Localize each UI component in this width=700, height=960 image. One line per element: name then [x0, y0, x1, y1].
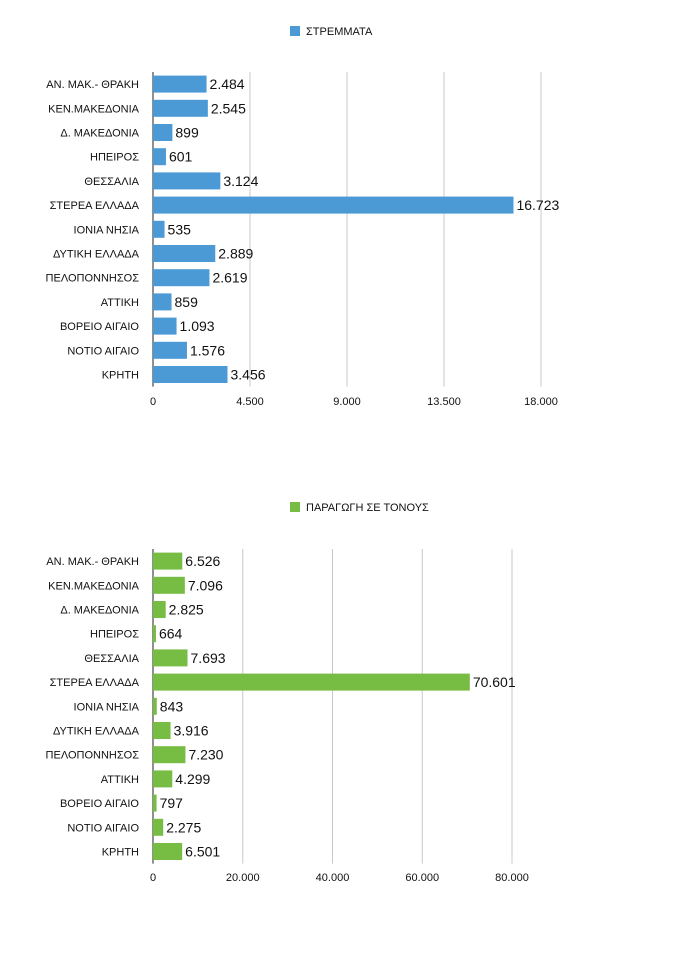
- data-label: 70.601: [473, 674, 516, 690]
- x-tick-label: 4.500: [236, 396, 264, 408]
- bar: [153, 818, 164, 836]
- data-label: 2.619: [212, 270, 247, 286]
- data-label: 859: [175, 294, 199, 310]
- data-label: 3.124: [223, 173, 258, 189]
- bar: [153, 148, 166, 166]
- bar: [153, 552, 183, 570]
- bar: [153, 172, 221, 190]
- bar: [153, 317, 177, 335]
- category-label: ΝΟΤΙΟ ΑΙΓΑΙΟ: [67, 345, 139, 357]
- legend-swatch: [290, 26, 300, 36]
- category-label: ΘΕΣΣΑΛΙΑ: [84, 653, 139, 665]
- data-label: 899: [175, 125, 199, 141]
- x-tick-label: 9.000: [333, 396, 361, 408]
- category-label: ΠΕΛΟΠΟΝΝΗΣΟΣ: [46, 273, 140, 285]
- bar: [153, 770, 173, 788]
- data-label: 4.299: [175, 771, 210, 787]
- data-label: 601: [169, 149, 193, 165]
- category-label: ΑΤΤΙΚΗ: [101, 297, 139, 309]
- legend-label: ΠΑΡΑΓΩΓΗ ΣΕ ΤΟΝΟΥΣ: [306, 502, 429, 514]
- category-label: ΣΤΕΡΕΑ ΕΛΛΑΔΑ: [50, 677, 140, 689]
- bar: [153, 649, 188, 667]
- data-label: 797: [160, 795, 184, 811]
- x-tick-label: 13.500: [427, 396, 461, 408]
- category-label: ΙΟΝΙΑ ΝΗΣΙΑ: [74, 701, 140, 713]
- data-label: 843: [160, 698, 184, 714]
- legend-swatch: [290, 502, 300, 512]
- chart-production-tonnes: ΠΑΡΑΓΩΓΗ ΣΕ ΤΟΝΟΥΣ 0 20.000 40.000 60.000 80.…: [46, 502, 529, 884]
- category-label: ΝΟΤΙΟ ΑΙΓΑΙΟ: [67, 822, 139, 834]
- bar: [153, 697, 157, 715]
- bar: [153, 99, 208, 117]
- category-label: ΑΤΤΙΚΗ: [101, 774, 139, 786]
- category-label: ΙΟΝΙΑ ΝΗΣΙΑ: [74, 224, 140, 236]
- data-label: 16.723: [516, 197, 559, 213]
- data-label: 2.889: [218, 246, 253, 262]
- data-label: 1.093: [180, 318, 215, 334]
- data-label: 3.916: [174, 723, 209, 739]
- x-tick-label: 0: [150, 872, 156, 884]
- data-label: 7.230: [188, 747, 223, 763]
- bar: [153, 601, 166, 618]
- x-tick-label: 40.000: [316, 872, 350, 884]
- category-label: ΚΕΝ.ΜΑΚΕΔΟΝΙΑ: [48, 103, 140, 115]
- category-label: ΠΕΛΟΠΟΝΝΗΣΟΣ: [46, 750, 140, 762]
- data-label: 535: [168, 221, 192, 237]
- category-label: Δ. ΜΑΚΕΔΟΝΙΑ: [60, 128, 139, 140]
- data-label: 6.501: [185, 844, 220, 860]
- data-label: 2.825: [169, 602, 204, 618]
- chart-area-hectares: ΣΤΡΕΜΜΑΤΑ 0 4.500 9.000 13.500 18.000 ΑΝ. ΜΑΚ.…: [46, 26, 560, 408]
- bar: [153, 124, 173, 141]
- bar: [153, 220, 165, 238]
- category-label: ΚΡΗΤΗ: [102, 370, 139, 382]
- bar: [153, 673, 470, 691]
- bar: [153, 196, 514, 214]
- category-label: ΒΟΡΕΙΟ ΑΙΓΑΙΟ: [60, 321, 139, 333]
- bar: [153, 366, 228, 383]
- category-label: ΗΠΕΙΡΟΣ: [90, 629, 139, 641]
- category-label: ΘΕΣΣΑΛΙΑ: [84, 176, 139, 188]
- bar: [153, 576, 185, 594]
- x-tick-label: 80.000: [495, 872, 529, 884]
- category-label: ΔΥΤΙΚΗ ΕΛΛΑΔΑ: [53, 249, 140, 261]
- data-label: 3.456: [230, 367, 265, 383]
- legend-label: ΣΤΡΕΜΜΑΤΑ: [306, 26, 373, 38]
- category-label: ΚΕΝ.ΜΑΚΕΔΟΝΙΑ: [48, 580, 140, 592]
- category-label: ΗΠΕΙΡΟΣ: [90, 152, 139, 164]
- bar: [153, 746, 186, 764]
- x-tick-label: 60.000: [405, 872, 439, 884]
- bar: [153, 75, 207, 93]
- bar: [153, 794, 157, 812]
- x-tick-label: 0: [150, 396, 156, 408]
- category-label: ΣΤΕΡΕΑ ΕΛΛΑΔΑ: [50, 200, 140, 212]
- data-label: 2.484: [210, 76, 245, 92]
- data-label: 7.096: [188, 577, 223, 593]
- category-label: ΒΟΡΕΙΟ ΑΙΓΑΙΟ: [60, 798, 139, 810]
- bar: [153, 722, 171, 739]
- data-label: 664: [159, 626, 183, 642]
- data-label: 2.275: [166, 819, 201, 835]
- category-label: ΚΡΗΤΗ: [102, 847, 139, 859]
- data-label: 6.526: [185, 553, 220, 569]
- bar: [153, 625, 156, 643]
- data-label: 2.545: [211, 100, 246, 116]
- x-tick-label: 20.000: [226, 872, 260, 884]
- bar: [153, 293, 172, 311]
- x-tick-label: 18.000: [524, 396, 558, 408]
- bar: [153, 341, 187, 359]
- data-label: 1.576: [190, 342, 225, 358]
- bar: [153, 245, 216, 262]
- bar: [153, 843, 183, 860]
- category-label: ΔΥΤΙΚΗ ΕΛΛΑΔΑ: [53, 726, 140, 738]
- category-label: Δ. ΜΑΚΕΔΟΝΙΑ: [60, 605, 139, 617]
- category-label: ΑΝ. ΜΑΚ.- ΘΡΑΚΗ: [46, 79, 139, 91]
- bar: [153, 269, 210, 287]
- category-label: ΑΝ. ΜΑΚ.- ΘΡΑΚΗ: [46, 556, 139, 568]
- data-label: 7.693: [191, 650, 226, 666]
